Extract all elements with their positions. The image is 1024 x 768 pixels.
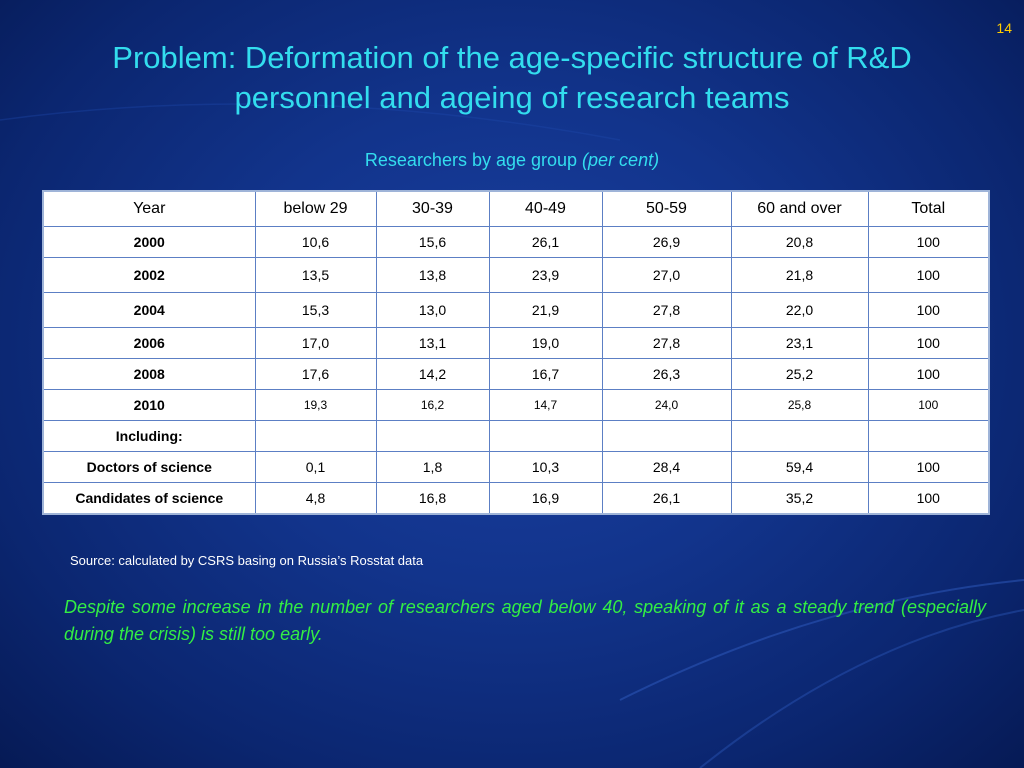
table-cell: 16,9 xyxy=(488,482,603,515)
row-label: 2004 xyxy=(42,292,256,328)
table-cell: 13,1 xyxy=(375,327,490,359)
table-cell: 19,0 xyxy=(488,327,603,359)
table-cell: 13,5 xyxy=(254,257,377,293)
table-cell: 35,2 xyxy=(730,482,869,515)
table-cell: 10,3 xyxy=(488,451,603,483)
table-cell xyxy=(375,420,490,452)
table-cell: 100 xyxy=(867,482,990,515)
title-line-1: Problem: Deformation of the age-specific… xyxy=(112,40,912,75)
table-cell: 0,1 xyxy=(254,451,377,483)
table-cell: 17,0 xyxy=(254,327,377,359)
table-cell: 26,1 xyxy=(601,482,732,515)
table-row: 2002 13,5 13,8 23,9 27,0 21,8 100 xyxy=(42,257,990,293)
table-cell: 15,6 xyxy=(375,226,490,258)
row-label: Including: xyxy=(42,420,256,452)
table-cell: 21,8 xyxy=(730,257,869,293)
table-cell: 100 xyxy=(867,358,990,390)
table-cell xyxy=(601,420,732,452)
table-cell: 100 xyxy=(867,389,990,421)
row-label: 2000 xyxy=(42,226,256,258)
table-cell: 59,4 xyxy=(730,451,869,483)
table-cell: 21,9 xyxy=(488,292,603,328)
source-note: Source: calculated by CSRS basing on Rus… xyxy=(70,553,424,568)
table-cell: 16,8 xyxy=(375,482,490,515)
table-row: 2004 15,3 13,0 21,9 27,8 22,0 100 xyxy=(42,292,990,328)
table-cell: 28,4 xyxy=(601,451,732,483)
table-cell: 27,0 xyxy=(601,257,732,293)
table-cell: 27,8 xyxy=(601,292,732,328)
row-label: 2008 xyxy=(42,358,256,390)
header-cell: 30-39 xyxy=(375,190,490,227)
table-cell: 100 xyxy=(867,327,990,359)
table-row: Doctors of science 0,1 1,8 10,3 28,4 59,… xyxy=(42,451,990,483)
table-header-row: Year below 29 30-39 40-49 50-59 60 and o… xyxy=(42,190,990,227)
row-label: Candidates of science xyxy=(42,482,256,515)
header-cell: 50-59 xyxy=(601,190,732,227)
table-cell: 13,8 xyxy=(375,257,490,293)
title-line-2: personnel and ageing of research teams xyxy=(234,80,790,115)
table-row: 2006 17,0 13,1 19,0 27,8 23,1 100 xyxy=(42,327,990,359)
table-cell xyxy=(488,420,603,452)
table-cell: 25,8 xyxy=(730,389,869,421)
caption-text: Researchers by age group xyxy=(364,150,578,170)
table-cell: 14,7 xyxy=(488,389,603,421)
table-cell: 23,9 xyxy=(488,257,603,293)
header-cell: 60 and over xyxy=(730,190,869,227)
table-row: 2000 10,6 15,6 26,1 26,9 20,8 100 xyxy=(42,226,990,258)
table-cell xyxy=(730,420,869,452)
table-cell: 27,8 xyxy=(601,327,732,359)
table-caption: Researchers by age group (per cent) xyxy=(0,150,1024,171)
table-cell: 26,9 xyxy=(601,226,732,258)
slide-title: Problem: Deformation of the age-specific… xyxy=(30,38,994,118)
table-row: Including: xyxy=(42,420,990,452)
table-cell: 100 xyxy=(867,451,990,483)
table-cell xyxy=(254,420,377,452)
table-cell: 26,3 xyxy=(601,358,732,390)
table-cell: 16,2 xyxy=(375,389,490,421)
row-label: Doctors of science xyxy=(42,451,256,483)
header-cell: below 29 xyxy=(254,190,377,227)
table-cell: 24,0 xyxy=(601,389,732,421)
table-cell xyxy=(867,420,990,452)
table-cell: 26,1 xyxy=(488,226,603,258)
table-row: Candidates of science 4,8 16,8 16,9 26,1… xyxy=(42,482,990,515)
table-cell: 15,3 xyxy=(254,292,377,328)
table-cell: 4,8 xyxy=(254,482,377,515)
header-cell: Total xyxy=(867,190,990,227)
table-cell: 100 xyxy=(867,226,990,258)
table-cell: 100 xyxy=(867,292,990,328)
table-cell: 22,0 xyxy=(730,292,869,328)
table-row: 2008 17,6 14,2 16,7 26,3 25,2 100 xyxy=(42,358,990,390)
row-label: 2006 xyxy=(42,327,256,359)
table-cell: 10,6 xyxy=(254,226,377,258)
caption-unit: (per cent) xyxy=(582,150,660,170)
table-cell: 16,7 xyxy=(488,358,603,390)
header-cell: Year xyxy=(42,190,256,227)
header-cell: 40-49 xyxy=(488,190,603,227)
table-cell: 19,3 xyxy=(254,389,377,421)
table-cell: 17,6 xyxy=(254,358,377,390)
page-number: 14 xyxy=(996,20,1012,36)
table-cell: 23,1 xyxy=(730,327,869,359)
table-cell: 25,2 xyxy=(730,358,869,390)
row-label: 2002 xyxy=(42,257,256,293)
table-row: 2010 19,3 16,2 14,7 24,0 25,8 100 xyxy=(42,389,990,421)
researchers-table: Year below 29 30-39 40-49 50-59 60 and o… xyxy=(42,190,990,515)
table-cell: 20,8 xyxy=(730,226,869,258)
table-cell: 13,0 xyxy=(375,292,490,328)
row-label: 2010 xyxy=(42,389,256,421)
table-cell: 1,8 xyxy=(375,451,490,483)
conclusion-note: Despite some increase in the number of r… xyxy=(64,597,986,644)
table-cell: 14,2 xyxy=(375,358,490,390)
table-cell: 100 xyxy=(867,257,990,293)
